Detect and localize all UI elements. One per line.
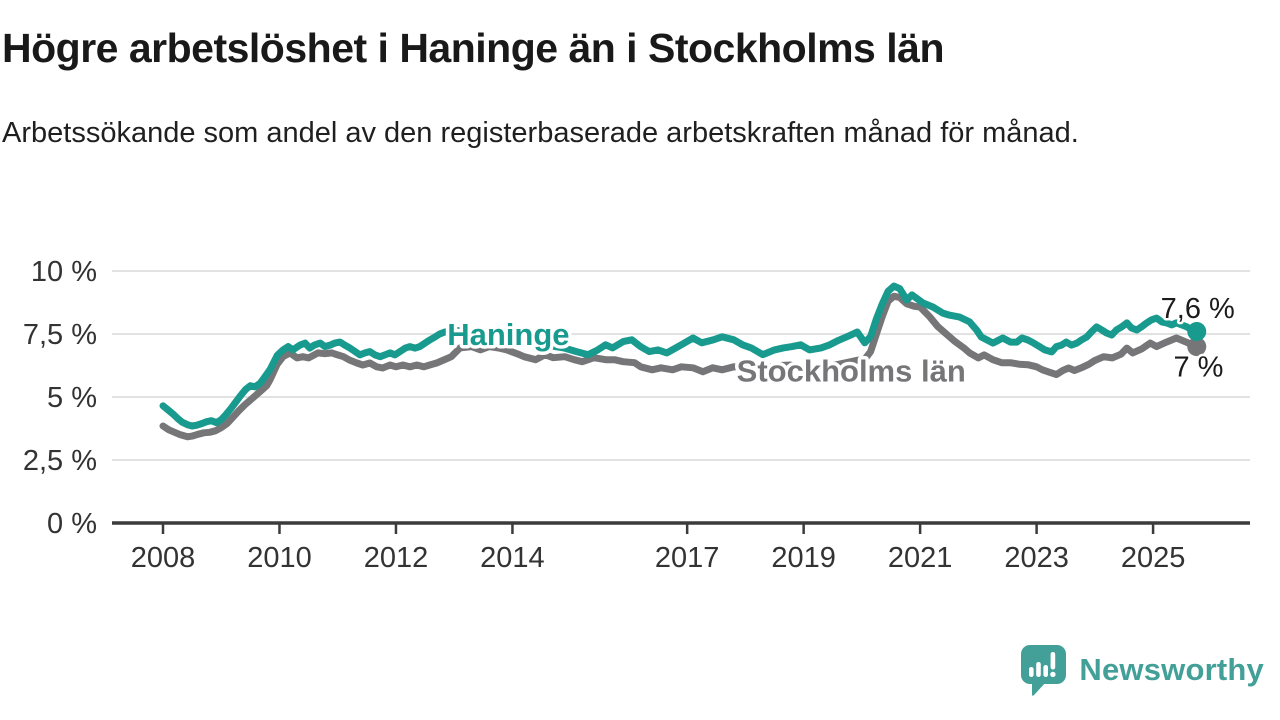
series-line-stockholms-län (159, 292, 1201, 441)
series-label: Haninge (447, 317, 569, 352)
y-axis-label: 10 % (31, 256, 97, 288)
page-title: Högre arbetslöshet i Haninge än i Stockh… (2, 25, 944, 71)
x-axis-label: 2012 (364, 542, 429, 574)
y-axis-label: 2,5 % (23, 445, 97, 477)
x-axis-label: 2023 (1004, 542, 1069, 574)
series-end-value-label: 7,6 % (1161, 293, 1235, 325)
y-axis-label: 5 % (47, 382, 97, 414)
series-end-value-label: 7 % (1173, 351, 1223, 383)
x-axis-label: 2021 (888, 542, 953, 574)
x-axis-label: 2017 (655, 542, 720, 574)
x-axis-label: 2008 (131, 542, 196, 574)
x-axis-label: 2010 (247, 542, 312, 574)
series-line-haninge (159, 282, 1201, 430)
series-end-dot-haninge (1187, 321, 1207, 341)
series-end-dot-stockholms-län (1187, 337, 1207, 357)
x-axis-label: 2014 (480, 542, 545, 574)
line-chart: 0 % 2,5 % 5 % 7,5 % 10 % 2008 2010 2012 2014 2017… (23, 256, 1250, 574)
y-axis-label: 7,5 % (23, 319, 97, 351)
newsworthy-logo-icon (1021, 645, 1067, 696)
series-label: Stockholms län (737, 353, 966, 388)
newsworthy-logo-text: Newsworthy (1079, 652, 1264, 687)
chart-subtitle: Arbetssökande som andel av den registerb… (2, 117, 1079, 150)
y-axis-label: 0 % (47, 508, 97, 540)
chart-header: Högre arbetslöshet i Haninge än i Stockh… (2, 25, 1242, 157)
x-axis-label: 2019 (771, 542, 836, 574)
x-axis-label: 2025 (1121, 542, 1186, 574)
brand-footer: Newsworthy (1018, 642, 1264, 698)
